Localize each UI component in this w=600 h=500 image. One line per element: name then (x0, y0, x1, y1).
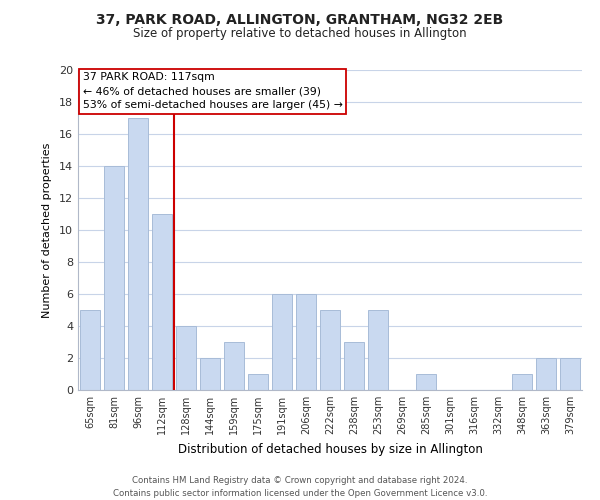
Text: 37, PARK ROAD, ALLINGTON, GRANTHAM, NG32 2EB: 37, PARK ROAD, ALLINGTON, GRANTHAM, NG32… (97, 12, 503, 26)
Bar (104, 166, 124, 390)
Bar (272, 294, 292, 390)
Bar (344, 342, 364, 390)
Bar (200, 358, 220, 390)
Bar (176, 326, 196, 390)
Y-axis label: Number of detached properties: Number of detached properties (42, 142, 52, 318)
Text: 37 PARK ROAD: 117sqm
← 46% of detached houses are smaller (39)
53% of semi-detac: 37 PARK ROAD: 117sqm ← 46% of detached h… (83, 72, 343, 110)
Bar (368, 310, 388, 390)
Bar (512, 374, 532, 390)
Bar (128, 118, 148, 390)
Text: Size of property relative to detached houses in Allington: Size of property relative to detached ho… (133, 28, 467, 40)
Bar (296, 294, 316, 390)
Bar (224, 342, 244, 390)
Bar (536, 358, 556, 390)
Bar (320, 310, 340, 390)
Bar (248, 374, 268, 390)
Bar (152, 214, 172, 390)
Bar (80, 310, 100, 390)
Text: Contains HM Land Registry data © Crown copyright and database right 2024.
Contai: Contains HM Land Registry data © Crown c… (113, 476, 487, 498)
Bar (560, 358, 580, 390)
X-axis label: Distribution of detached houses by size in Allington: Distribution of detached houses by size … (178, 442, 482, 456)
Bar (416, 374, 436, 390)
